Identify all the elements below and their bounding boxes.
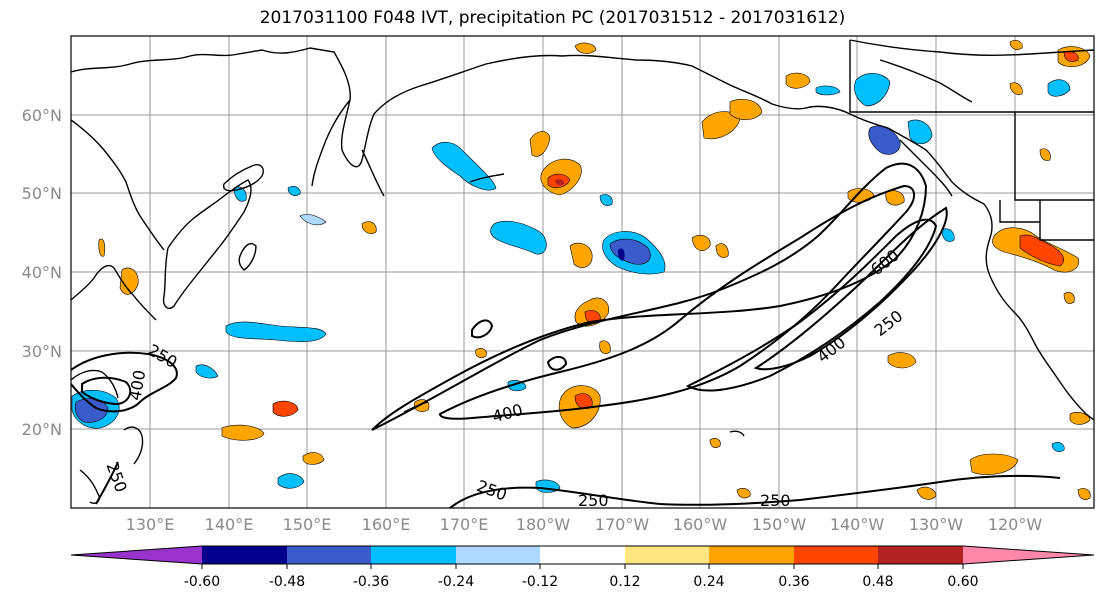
colorbar-tick-label: -0.24 <box>438 574 474 590</box>
lon-label: 180°W <box>516 515 571 534</box>
lon-label: 130°E <box>126 515 175 534</box>
lat-label: 30°N <box>22 342 62 361</box>
lat-label: 50°N <box>22 184 62 203</box>
colorbar-tick-label: -0.60 <box>184 574 220 590</box>
lon-label: 140°E <box>205 515 254 534</box>
lon-label: 120°W <box>988 515 1043 534</box>
gridlines <box>71 36 1094 508</box>
lon-label: 160°W <box>673 515 728 534</box>
lon-label: 170°E <box>440 515 489 534</box>
coastlines <box>71 39 1094 504</box>
lon-label: 150°E <box>283 515 332 534</box>
page-title: 2017031100 F048 IVT, precipitation PC (2… <box>259 8 846 28</box>
colorbar-tick-label: -0.48 <box>269 574 305 590</box>
colorbar-segment <box>456 546 540 564</box>
lon-label: 130°W <box>909 515 964 534</box>
colorbar-segment <box>709 546 794 564</box>
colorbar-tick-label: -0.36 <box>353 574 389 590</box>
ivt-contours <box>71 162 1061 508</box>
contour-label: 250 <box>578 491 609 510</box>
colorbar-segment <box>625 546 709 564</box>
colorbar-extend-low <box>71 546 202 564</box>
colorbar-tick-label: 0.60 <box>947 574 978 590</box>
colorbar-ticks <box>201 564 964 569</box>
lat-label: 20°N <box>22 420 62 439</box>
longitude-labels: 130°E 140°E 150°E 160°E 170°E 180°W 170°… <box>126 515 1043 534</box>
colorbar-segment <box>287 546 371 564</box>
precip-negative-patches <box>71 73 1071 493</box>
colorbar-tick-label: -0.12 <box>522 574 558 590</box>
colorbar-segment <box>371 546 456 564</box>
lon-label: 150°W <box>752 515 807 534</box>
colorbar: -0.60 -0.48 -0.36 -0.24 -0.12 0.12 0.24 … <box>70 545 1095 590</box>
lon-label: 170°W <box>595 515 650 534</box>
lat-label: 40°N <box>22 263 62 282</box>
colorbar-tick-label: 0.24 <box>693 574 724 590</box>
colorbar-tick-label: 0.36 <box>778 574 809 590</box>
precip-positive-patches <box>98 40 1091 500</box>
colorbar-extend-high <box>963 546 1094 564</box>
contour-label: 250 <box>760 491 791 510</box>
colorbar-segment <box>202 546 287 564</box>
colorbar-segment <box>794 546 878 564</box>
lat-label: 60°N <box>22 106 62 125</box>
latitude-labels: 60°N 50°N 40°N 30°N 20°N <box>22 106 62 439</box>
colorbar-tick-label: 0.12 <box>609 574 640 590</box>
colorbar-segment <box>878 546 963 564</box>
lon-label: 140°W <box>830 515 885 534</box>
colorbar-segment <box>540 546 625 564</box>
lon-label: 160°E <box>362 515 411 534</box>
map-frame <box>70 35 1095 509</box>
colorbar-tick-label: 0.48 <box>862 574 893 590</box>
